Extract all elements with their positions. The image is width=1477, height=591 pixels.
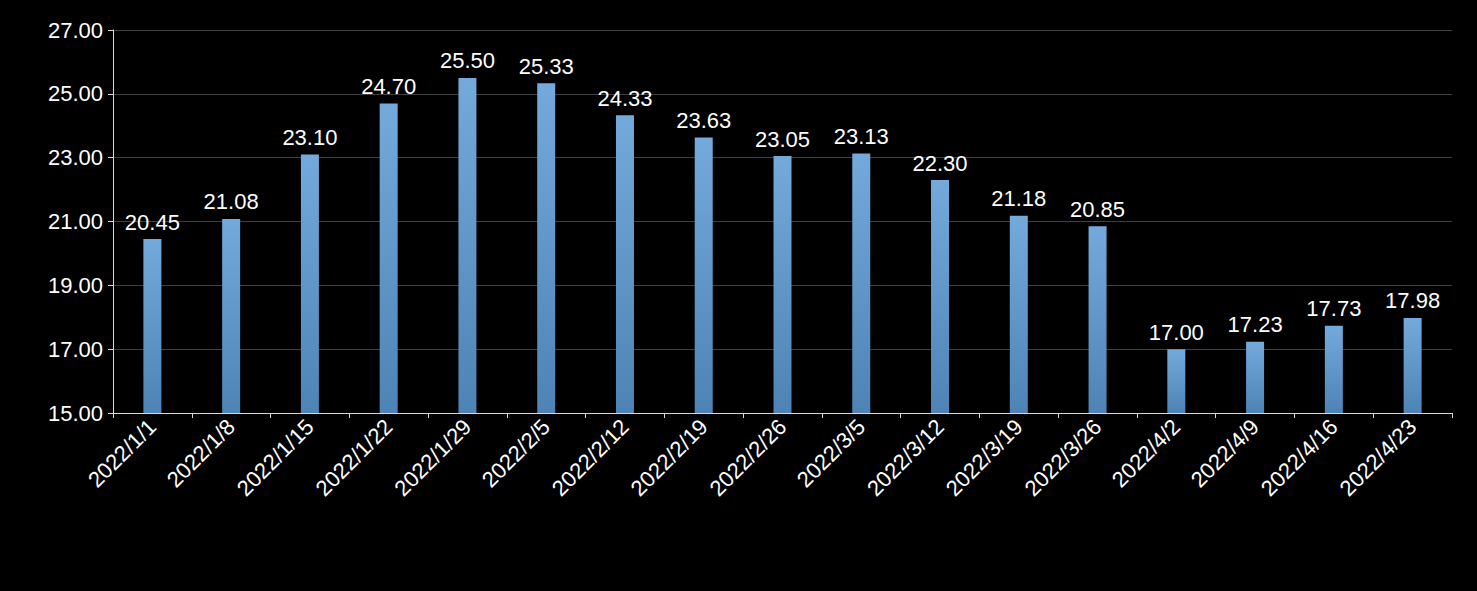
svg-text:21.18: 21.18 [991, 186, 1046, 211]
svg-text:2022/3/19: 2022/3/19 [941, 414, 1028, 501]
svg-text:19.00: 19.00 [48, 273, 103, 298]
svg-text:17.00: 17.00 [48, 337, 103, 362]
svg-text:24.33: 24.33 [597, 86, 652, 111]
svg-text:2022/1/1: 2022/1/1 [83, 414, 161, 492]
svg-text:23.63: 23.63 [676, 108, 731, 133]
svg-text:23.05: 23.05 [755, 127, 810, 152]
svg-text:24.70: 24.70 [361, 74, 416, 99]
svg-text:25.33: 25.33 [519, 54, 574, 79]
svg-text:21.00: 21.00 [48, 209, 103, 234]
svg-text:17.00: 17.00 [1149, 320, 1204, 345]
svg-text:2022/2/5: 2022/2/5 [477, 414, 555, 492]
svg-text:2022/1/15: 2022/1/15 [232, 414, 319, 501]
svg-text:2022/3/26: 2022/3/26 [1020, 414, 1107, 501]
svg-text:25.00: 25.00 [48, 81, 103, 106]
svg-text:2022/4/9: 2022/4/9 [1186, 414, 1264, 492]
svg-text:2022/4/16: 2022/4/16 [1256, 414, 1343, 501]
svg-text:20.45: 20.45 [125, 210, 180, 235]
svg-text:2022/1/29: 2022/1/29 [389, 414, 476, 501]
svg-text:17.98: 17.98 [1385, 288, 1440, 313]
svg-text:2022/3/12: 2022/3/12 [862, 414, 949, 501]
svg-text:15.00: 15.00 [48, 401, 103, 426]
svg-text:20.85: 20.85 [1070, 197, 1125, 222]
svg-text:2022/1/8: 2022/1/8 [162, 414, 240, 492]
svg-text:23.00: 23.00 [48, 145, 103, 170]
svg-text:17.73: 17.73 [1306, 296, 1361, 321]
svg-text:2022/3/5: 2022/3/5 [792, 414, 870, 492]
svg-text:23.13: 23.13 [834, 124, 889, 149]
svg-text:17.23: 17.23 [1228, 312, 1283, 337]
svg-text:2022/2/12: 2022/2/12 [547, 414, 634, 501]
svg-text:2022/4/23: 2022/4/23 [1335, 414, 1422, 501]
svg-text:25.50: 25.50 [440, 48, 495, 73]
svg-text:22.30: 22.30 [912, 151, 967, 176]
svg-text:2022/2/26: 2022/2/26 [704, 414, 791, 501]
svg-text:2022/2/19: 2022/2/19 [626, 414, 713, 501]
svg-text:21.08: 21.08 [204, 189, 259, 214]
svg-text:27.00: 27.00 [48, 18, 103, 43]
svg-text:23.10: 23.10 [282, 125, 337, 150]
svg-text:2022/4/2: 2022/4/2 [1107, 414, 1185, 492]
svg-text:2022/1/22: 2022/1/22 [311, 414, 398, 501]
